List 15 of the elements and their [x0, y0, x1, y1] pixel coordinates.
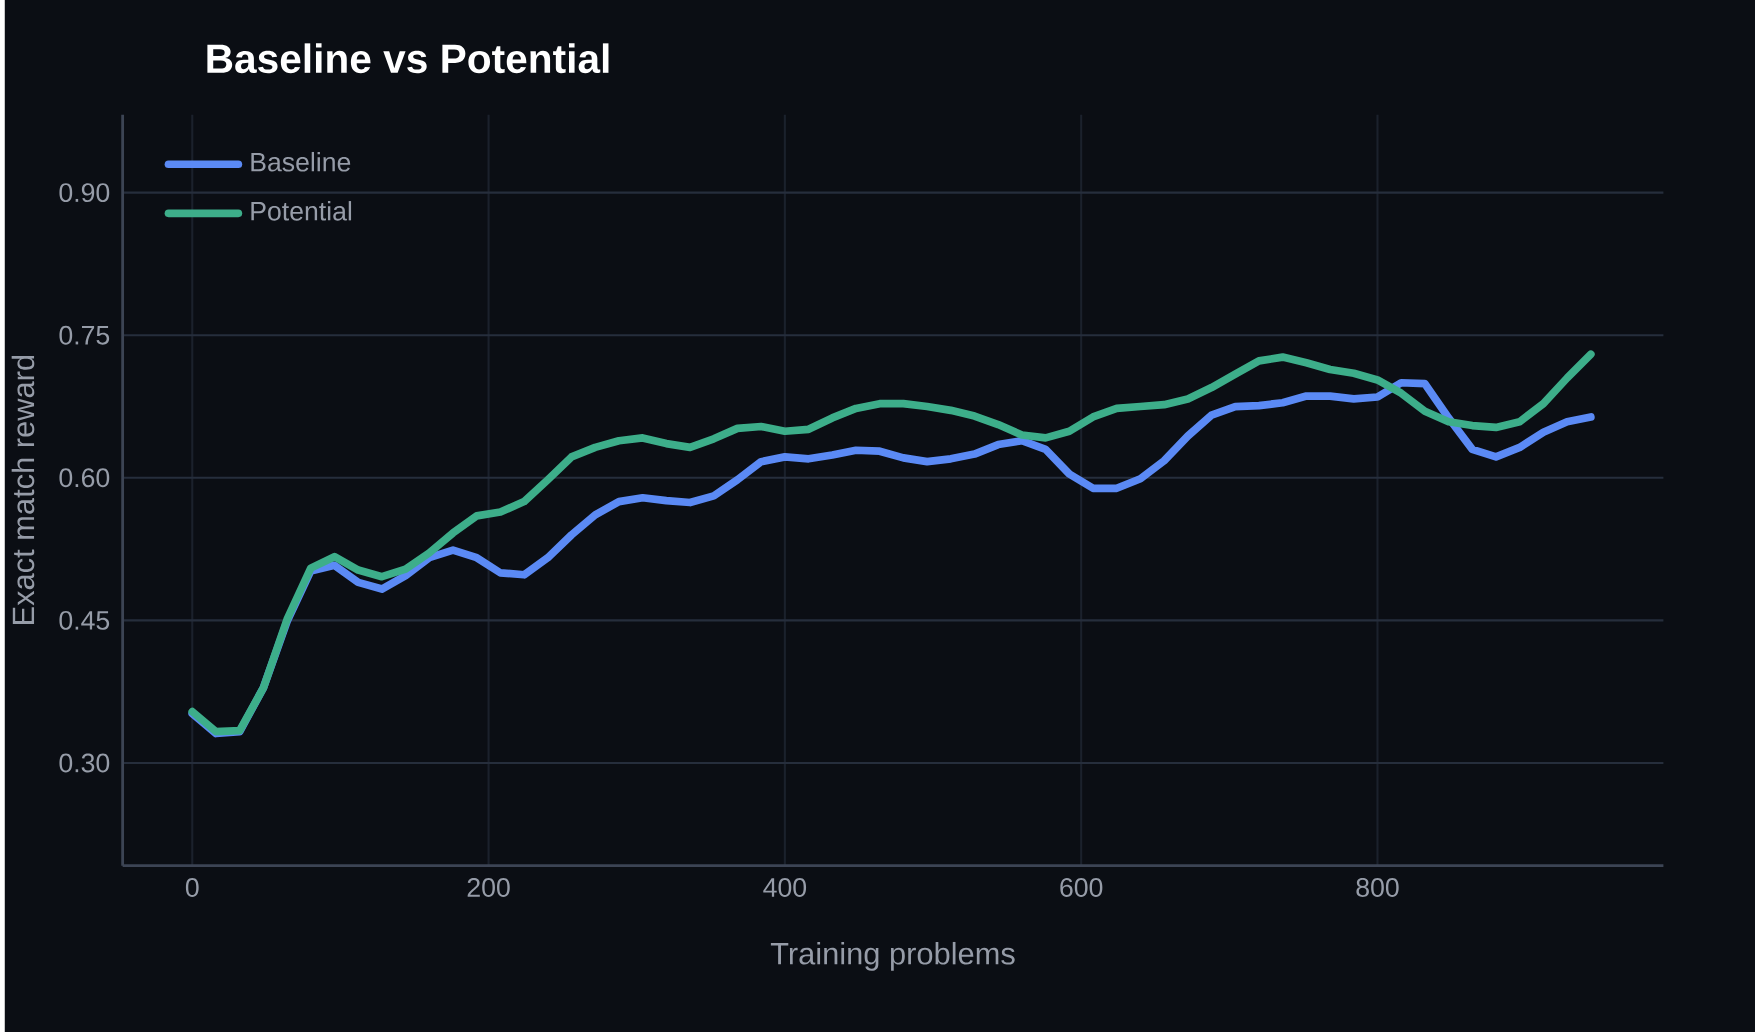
y-tick-label: 0.60 — [59, 468, 110, 488]
chart-title: Baseline vs Potential — [207, 43, 609, 74]
y-tick-label: 0.90 — [59, 183, 110, 203]
x-tick-label: 0 — [185, 877, 199, 897]
x-axis-title: Training problems — [770, 941, 1015, 971]
x-tick-label: 800 — [1356, 877, 1399, 897]
y-tick-label: 0.45 — [59, 610, 110, 630]
x-tick-label: 400 — [763, 877, 807, 897]
x-tick-label: 200 — [467, 877, 510, 897]
x-tick-label: 600 — [1060, 877, 1103, 897]
legend-label: Potential — [251, 200, 352, 221]
legend-label: Baseline — [251, 151, 351, 172]
y-tick-label: 0.75 — [59, 325, 110, 345]
y-axis-title: Exact match reward — [11, 355, 35, 624]
y-tick-label: 0.30 — [59, 753, 110, 773]
